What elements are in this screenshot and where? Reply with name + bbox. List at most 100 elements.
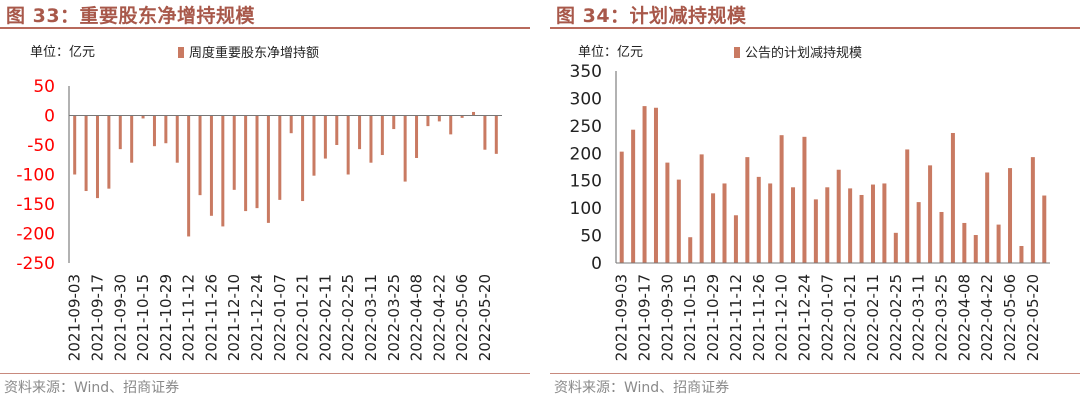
bar	[494, 115, 498, 154]
bar	[825, 187, 830, 263]
x-tick-label: 2021-09-17	[88, 274, 106, 361]
bar	[779, 135, 784, 263]
x-tick-label: 2021-11-26	[750, 274, 768, 361]
title-divider	[550, 27, 1080, 29]
x-tick-label: 2022-05-20	[476, 274, 494, 361]
bar	[699, 154, 704, 263]
x-tick-label: 2021-10-15	[681, 274, 699, 361]
x-tick-label: 2021-12-24	[795, 274, 813, 361]
x-tick-label: 2021-09-30	[111, 274, 129, 361]
x-tick-label: 2022-05-06	[1001, 274, 1019, 361]
x-tick-label: 2022-04-22	[978, 274, 996, 361]
bar	[756, 176, 761, 263]
unit-label: 单位：亿元	[578, 45, 643, 60]
bar	[813, 199, 818, 263]
legend-label: 周度重要股东净增持额	[189, 45, 319, 61]
x-tick-label: 2022-04-08	[408, 274, 426, 361]
bar	[653, 107, 658, 263]
bar	[358, 115, 362, 150]
bar	[928, 165, 933, 263]
bar	[323, 115, 327, 159]
bar	[449, 115, 453, 135]
bar	[175, 115, 179, 163]
bar	[118, 115, 122, 150]
x-tick-label: 2022-02-25	[887, 274, 905, 361]
bar	[745, 157, 750, 263]
bar	[221, 115, 225, 227]
x-tick-label: 2022-05-06	[453, 274, 471, 361]
x-tick-label: 2022-04-22	[430, 274, 448, 361]
y-tick-label: 50	[580, 227, 602, 247]
chart-title: 图 34：计划减持规模	[556, 5, 747, 27]
bottom-divider	[550, 373, 1080, 374]
bar	[84, 115, 88, 192]
bar	[916, 202, 921, 263]
bar	[711, 193, 716, 263]
y-tick-label: -150	[16, 195, 55, 215]
bar	[392, 115, 396, 130]
y-tick-label: 250	[570, 117, 602, 137]
x-tick-label: 2021-10-29	[704, 274, 722, 361]
chart-panel-planned-reduction: 图 34：计划减持规模 单位：亿元 公告的计划减持规模 350 300 250 200 15…	[550, 0, 1080, 408]
y-tick-label: 0	[44, 107, 55, 127]
y-tick-label: 200	[570, 144, 602, 164]
bar	[733, 215, 738, 263]
bar	[164, 115, 168, 144]
bar	[631, 129, 636, 263]
x-tick-label: 2021-12-10	[773, 274, 791, 361]
bar	[289, 115, 293, 134]
x-tick-label: 2021-12-24	[248, 274, 266, 361]
bar	[141, 115, 145, 119]
bar	[893, 232, 898, 263]
bar	[791, 187, 796, 263]
bar	[198, 115, 202, 196]
bar	[403, 115, 407, 182]
x-tick-label: 2021-09-03	[66, 274, 84, 361]
bar	[985, 172, 990, 263]
legend-swatch	[178, 47, 184, 58]
bar	[107, 115, 111, 189]
bar	[642, 106, 647, 263]
x-tick-label: 2021-11-12	[180, 274, 198, 361]
x-tick-label: 2021-12-10	[225, 274, 243, 361]
bottom-divider	[0, 373, 530, 374]
source-note: 资料来源：Wind、招商证券	[4, 380, 180, 396]
bar	[848, 188, 853, 263]
bar	[859, 194, 864, 263]
y-tick-label: 150	[570, 172, 602, 192]
x-tick-label: 2021-09-03	[613, 274, 631, 361]
bar	[1030, 157, 1035, 263]
x-tick-label: 2022-02-25	[339, 274, 357, 361]
bar	[278, 115, 282, 200]
chart-panel-net-increase: 图 33：重要股东净增持规模 单位：亿元 周度重要股东净增持额 50 0 -50 -100…	[0, 0, 530, 408]
x-tick-label: 2022-03-25	[933, 274, 951, 361]
bar	[301, 115, 305, 202]
x-tick-label: 2022-01-07	[818, 274, 836, 361]
bar	[905, 149, 910, 263]
bar	[688, 237, 693, 263]
y-tick-label: 0	[591, 254, 602, 274]
x-tick-label: 2022-03-11	[910, 274, 928, 361]
bar	[870, 184, 875, 263]
x-tick-label: 2022-04-08	[955, 274, 973, 361]
x-tick-label: 2021-11-26	[202, 274, 220, 361]
y-tick-label: 300	[570, 89, 602, 109]
y-tick-label: 50	[33, 77, 55, 97]
legend-label: 公告的计划减持规模	[745, 45, 862, 61]
x-tick-label: 2022-02-11	[864, 274, 882, 361]
bar	[1019, 245, 1024, 263]
bar	[676, 179, 681, 263]
bar	[802, 136, 807, 263]
bar	[472, 111, 476, 116]
bar	[369, 115, 373, 163]
y-tick-label: 350	[570, 62, 602, 82]
bar	[437, 115, 441, 122]
x-tick-label: 2021-11-12	[727, 274, 745, 361]
bar	[882, 183, 887, 263]
bar	[619, 151, 624, 263]
x-tick-label: 2022-03-25	[385, 274, 403, 361]
bar	[1042, 195, 1047, 263]
bar	[460, 115, 464, 118]
x-tick-label: 2022-03-11	[362, 274, 380, 361]
bar	[232, 115, 236, 190]
